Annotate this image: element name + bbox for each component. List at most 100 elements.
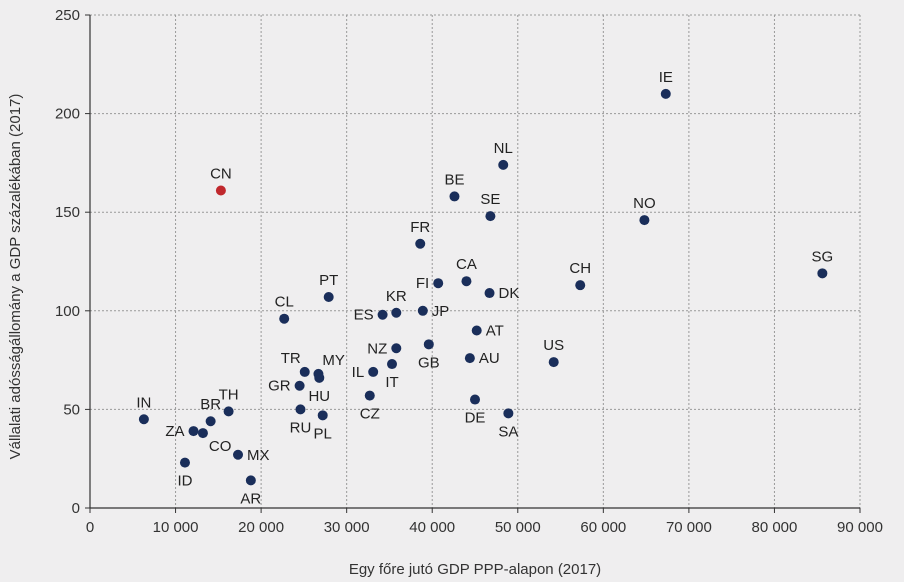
x-tick-label: 40 000 <box>409 519 455 536</box>
point-label-cn: CN <box>210 166 232 183</box>
point-label-nl: NL <box>494 140 513 157</box>
y-axis-title: Vállalati adósságállomány a GDP százalék… <box>7 94 24 460</box>
data-point-se <box>485 211 496 222</box>
point-label-cz: CZ <box>360 406 380 423</box>
data-point-us <box>548 357 559 368</box>
data-point-jp <box>417 305 428 316</box>
x-tick-label: 10 000 <box>153 519 199 536</box>
data-point-es <box>377 309 388 320</box>
x-axis-title: Egy főre jutó GDP PPP-alapon (2017) <box>349 561 601 578</box>
data-point-co <box>197 428 208 439</box>
point-label-gb: GB <box>418 354 440 371</box>
point-label-pl: PL <box>314 425 332 442</box>
point-label-ar: AR <box>240 490 261 507</box>
point-label-za: ZA <box>165 423 184 440</box>
data-point-pl <box>317 410 328 421</box>
data-point-be <box>449 191 460 202</box>
x-tick-label: 60 000 <box>580 519 626 536</box>
point-label-sg: SG <box>812 248 834 265</box>
point-label-in: IN <box>136 394 151 411</box>
x-tick-label: 80 000 <box>751 519 797 536</box>
point-label-br: BR <box>200 396 221 413</box>
data-point-au <box>464 353 475 364</box>
point-label-de: DE <box>465 410 486 427</box>
point-label-es: ES <box>354 307 374 324</box>
point-label-ru: RU <box>290 419 312 436</box>
data-point-th <box>223 406 234 417</box>
point-label-hu: HU <box>308 388 330 405</box>
point-label-it: IT <box>385 374 398 391</box>
y-tick-label: 50 <box>63 401 80 418</box>
point-label-fi: FI <box>416 275 429 292</box>
point-label-fr: FR <box>410 219 430 236</box>
data-point-cn <box>215 185 226 196</box>
data-point-ca <box>461 276 472 287</box>
point-label-pt: PT <box>319 272 338 289</box>
data-point-de <box>470 394 480 405</box>
x-tick-label: 20 000 <box>238 519 284 536</box>
data-point-kr <box>391 307 402 318</box>
data-point-nl <box>498 159 509 170</box>
point-label-gr: GR <box>268 378 291 395</box>
y-tick-label: 200 <box>55 106 80 123</box>
y-tick-label: 0 <box>72 500 80 517</box>
point-label-nz: NZ <box>367 340 387 357</box>
x-tick-label: 90 000 <box>837 519 883 536</box>
point-label-sa: SA <box>498 423 518 440</box>
data-points <box>138 88 828 486</box>
point-label-dk: DK <box>499 285 520 302</box>
point-label-be: BE <box>444 171 464 188</box>
point-label-ie: IE <box>659 69 673 86</box>
point-label-jp: JP <box>432 303 450 320</box>
data-point-sg <box>817 268 828 279</box>
data-point-sa <box>503 408 514 419</box>
x-tick-label: 0 <box>86 519 94 536</box>
data-point-il <box>368 366 379 377</box>
data-point-gb <box>423 339 434 350</box>
data-point-at <box>471 325 482 336</box>
point-label-my: MY <box>322 352 345 369</box>
data-point-ch <box>575 280 586 291</box>
x-tick-label: 70 000 <box>666 519 712 536</box>
point-labels: IN ZA BR CO ID TH MX AR CN CL PT TR MY GR HU RU PL CZ IL IT… <box>136 69 833 508</box>
y-tick-label: 100 <box>55 303 80 320</box>
data-point-ar <box>245 475 256 486</box>
data-point-ie <box>660 88 671 99</box>
data-point-cl <box>279 313 290 324</box>
data-point-hu <box>314 372 325 383</box>
data-point-pt <box>323 291 334 302</box>
point-label-ch: CH <box>569 260 591 277</box>
grid-lines <box>90 14 861 508</box>
data-point-cz <box>364 390 375 401</box>
point-label-au: AU <box>479 350 500 367</box>
point-label-at: AT <box>486 323 504 340</box>
point-label-kr: KR <box>386 288 407 305</box>
y-tick-label: 150 <box>55 204 80 221</box>
point-label-id: ID <box>177 473 192 490</box>
point-label-us: US <box>543 337 564 354</box>
point-label-il: IL <box>352 364 365 381</box>
data-point-br <box>205 416 216 427</box>
point-label-se: SE <box>480 191 500 208</box>
data-point-mx <box>233 449 244 460</box>
data-point-tr <box>299 366 310 377</box>
point-label-cl: CL <box>275 294 294 311</box>
data-point-ru <box>295 404 306 415</box>
data-point-dk <box>484 288 495 299</box>
point-label-tr: TR <box>281 350 301 367</box>
point-label-co: CO <box>209 438 232 455</box>
data-point-za <box>188 426 199 437</box>
data-point-fi <box>433 278 444 289</box>
point-label-ca: CA <box>456 256 477 273</box>
axes <box>85 14 861 513</box>
x-tick-label: 50 000 <box>495 519 541 536</box>
point-label-mx: MX <box>247 447 270 464</box>
data-point-id <box>179 457 190 468</box>
x-tick-label: 30 000 <box>324 519 370 536</box>
data-point-it <box>387 359 398 370</box>
tick-labels: 0 10 000 20 000 30 000 40 000 50 000 60 000 70 … <box>55 7 883 536</box>
data-point-no <box>639 215 650 226</box>
y-tick-label: 250 <box>55 7 80 24</box>
point-label-no: NO <box>633 195 656 212</box>
